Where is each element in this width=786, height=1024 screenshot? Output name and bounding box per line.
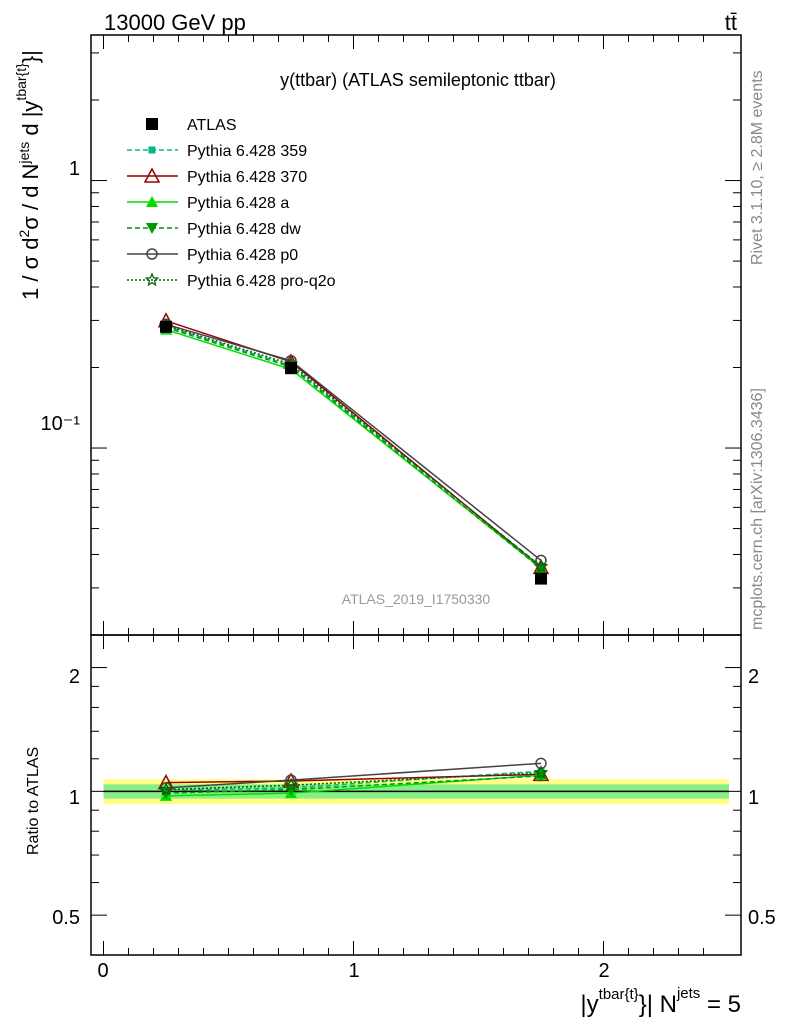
series-group (157, 312, 550, 575)
header-collision-label: 13000 GeV pp (104, 10, 246, 35)
data-point (146, 248, 158, 260)
series-group (158, 317, 549, 573)
data-point (146, 223, 158, 234)
x-tick-label: 2 (598, 960, 609, 982)
data-point (535, 572, 547, 585)
series-group (160, 322, 547, 575)
series-line (165, 324, 542, 568)
x-tick-label: 1 (348, 960, 359, 982)
ratio-y-tick-label-right: 1 (748, 787, 759, 809)
data-point (158, 781, 174, 796)
legend-entry: Pythia 6.428 p0 (127, 247, 298, 264)
legend-entry: ATLAS (146, 117, 237, 134)
ratio-y-tick-label-left: 0.5 (52, 907, 80, 929)
series-line (165, 320, 542, 568)
x-tick-label: 0 (97, 960, 108, 982)
ratio-y-tick-label-right: 0.5 (748, 907, 776, 929)
legend-entry: Pythia 6.428 pro-q2o (127, 272, 336, 290)
ratio-y-tick-label-left: 2 (69, 666, 80, 688)
x-axis-label: |ytbar{t}}| Njets = 5 (580, 985, 741, 1018)
rivet-version-label: Rivet 3.1.10, ≥ 2.8M events (749, 70, 766, 265)
main-y-tick-label: 10⁻¹ (41, 413, 81, 435)
legend-label: Pythia 6.428 dw (187, 221, 301, 238)
ratio-panel-frame (90, 634, 742, 956)
main-y-tick-label: 1 (69, 158, 80, 180)
axis-ticks (91, 35, 741, 955)
header-process-label: tt̄ (725, 10, 737, 35)
legend-label: Pythia 6.428 370 (187, 169, 307, 186)
x-tick-labels: 0 1 2 (97, 960, 609, 982)
series-group (162, 322, 545, 570)
data-point (285, 362, 297, 375)
legend-label: Pythia 6.428 359 (187, 143, 307, 160)
ratio-y-tick-labels: 2 1 0.5 2 1 0.5 (52, 666, 776, 929)
analysis-watermark: ATLAS_2019_I1750330 (342, 591, 491, 607)
ratio-series-line (165, 775, 542, 794)
data-point (533, 765, 549, 779)
legend-label: ATLAS (187, 117, 237, 134)
data-point (533, 559, 549, 573)
series-group (160, 323, 547, 574)
series-line (165, 326, 542, 570)
data-point (146, 118, 158, 130)
legend-label: Pythia 6.428 a (187, 195, 289, 212)
series-line (165, 325, 542, 567)
data-point (283, 777, 299, 792)
legend-entry: Pythia 6.428 370 (127, 167, 307, 186)
plot-title: y(ttbar) (ATLAS semileptonic ttbar) (280, 70, 556, 90)
legend-entry: Pythia 6.428 dw (127, 221, 301, 238)
ratio-y-tick-label-left: 1 (69, 787, 80, 809)
series-line (165, 328, 542, 569)
mcplots-label: mcplots.cern.ch [arXiv:1306.3436] (749, 388, 766, 630)
data-point (535, 554, 547, 567)
data-point (143, 167, 161, 183)
series-line (165, 323, 542, 562)
data-point (144, 272, 160, 287)
ratio-series-group (158, 765, 549, 796)
data-point (148, 146, 156, 154)
data-point (146, 196, 158, 207)
data-point (160, 320, 172, 333)
main-data-series (157, 312, 550, 585)
ratio-y-tick-label-right: 2 (748, 666, 759, 688)
series-group (160, 318, 547, 567)
legend-label: Pythia 6.428 p0 (187, 247, 298, 264)
main-y-tick-labels: 1 10⁻¹ (41, 158, 81, 435)
ratio-data-series (157, 757, 550, 801)
legend-label: Pythia 6.428 pro-q2o (187, 273, 336, 290)
ratio-series-line (165, 771, 542, 791)
legend: ATLAS Pythia 6.428 359 Pythia 6.428 370 Pyt… (127, 117, 336, 290)
legend-entry: Pythia 6.428 359 (127, 143, 307, 160)
main-y-axis-label: 1 / σ d2σ / d Njets d |ytbar{t}}| (13, 50, 43, 300)
series-group (160, 320, 547, 585)
ratio-y-axis-label: Ratio to ATLAS (25, 747, 42, 855)
legend-entry: Pythia 6.428 a (127, 195, 289, 212)
ratio-series-line (165, 773, 542, 784)
